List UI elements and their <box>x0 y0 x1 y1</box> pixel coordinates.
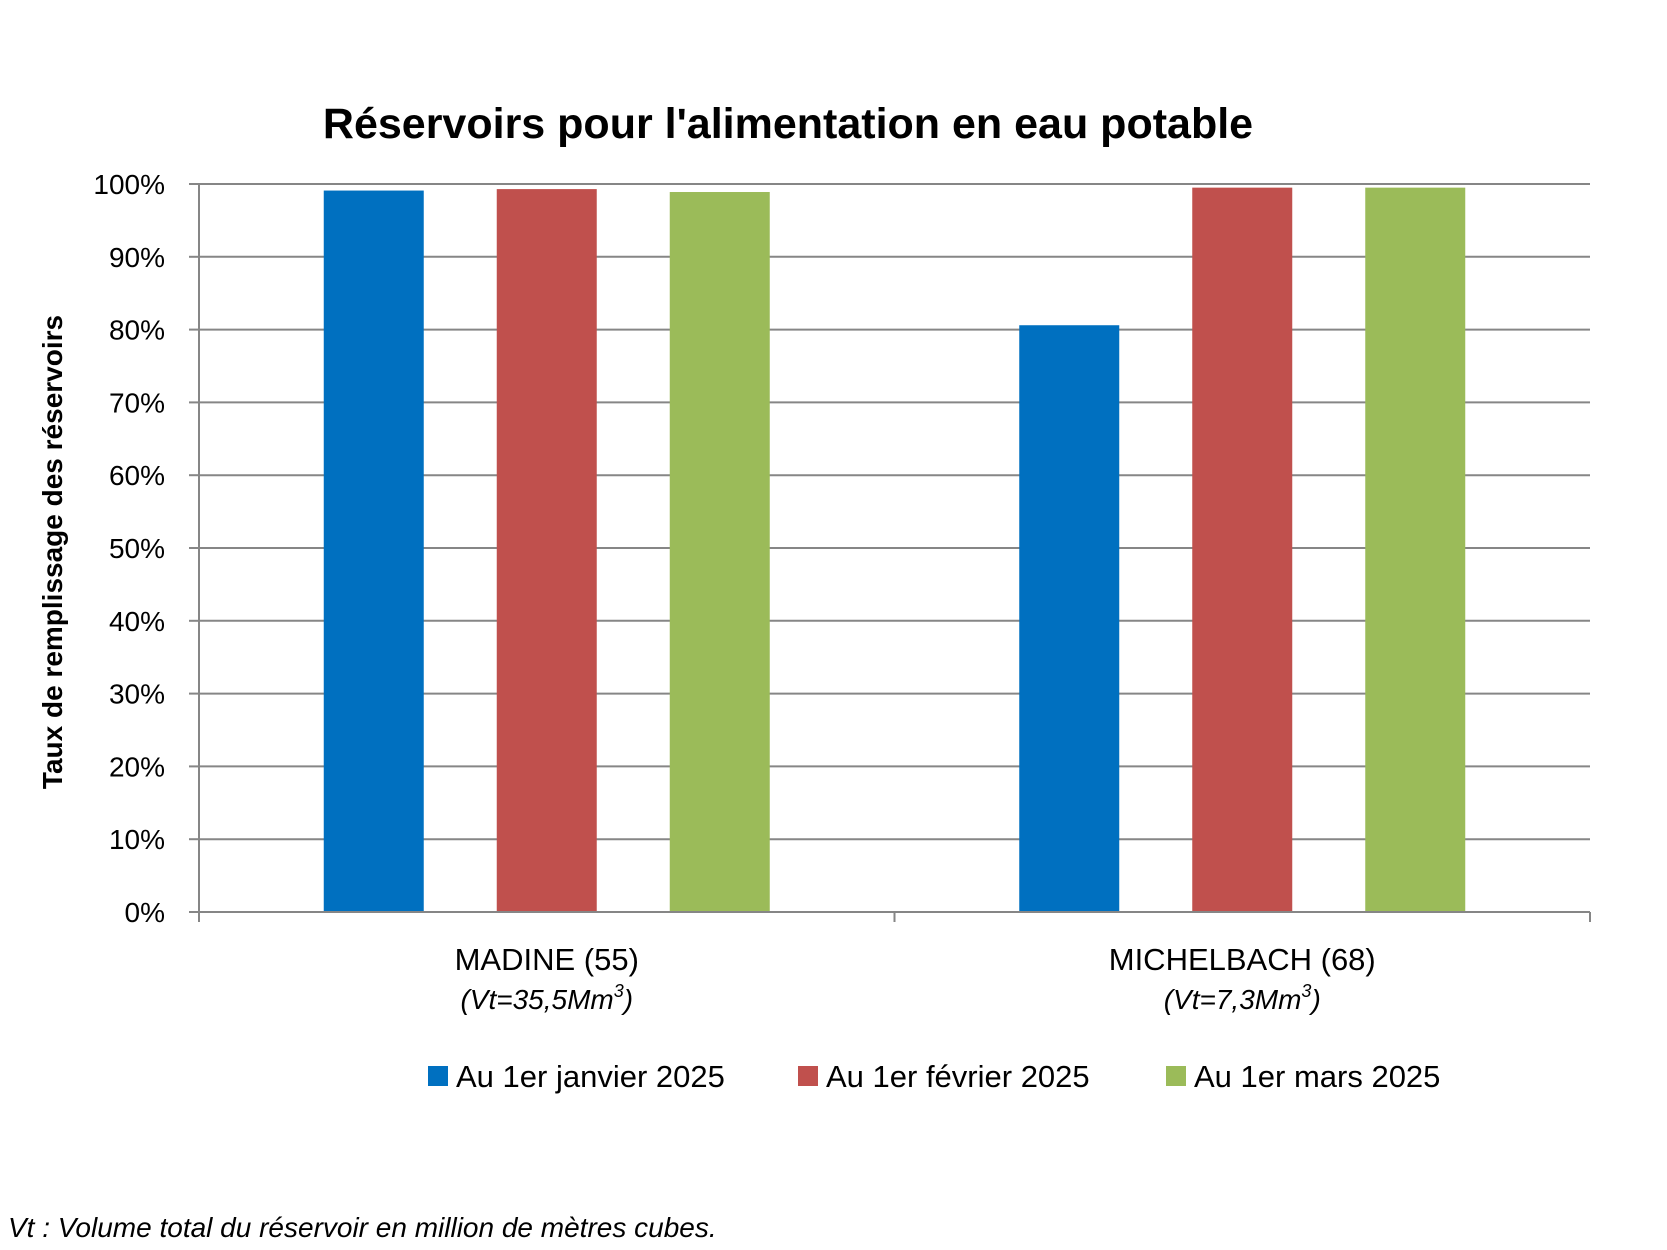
y-tick-label: 100% <box>93 169 165 200</box>
category-sublabel: (Vt=35,5Mm3) <box>460 981 633 1015</box>
axes <box>198 184 1591 922</box>
y-tick-label: 70% <box>109 387 165 418</box>
y-tick-label: 40% <box>109 606 165 637</box>
bar <box>323 190 424 912</box>
category-label: MADINE (55) <box>455 942 639 977</box>
y-tick-label: 60% <box>109 460 165 491</box>
bar <box>1192 187 1293 912</box>
legend-label: Au 1er mars 2025 <box>1194 1059 1440 1094</box>
y-ticks: 0% 10% 20% 30% 40% 50% 60% 70% 80% 90% 100% <box>93 169 199 928</box>
y-tick-label: 80% <box>109 315 165 346</box>
category-label: MICHELBACH (68) <box>1109 942 1376 977</box>
category-sublabel: (Vt=7,3Mm3) <box>1164 981 1321 1015</box>
legend-swatch <box>1166 1066 1186 1086</box>
y-tick-label: 0% <box>125 897 165 928</box>
category-labels: MADINE (55) (Vt=35,5Mm3) MICHELBACH (68) (V… <box>455 942 1376 1015</box>
bar <box>1019 325 1120 912</box>
gridlines <box>199 183 1590 841</box>
legend-label: Au 1er janvier 2025 <box>456 1059 725 1094</box>
legend-swatch <box>428 1066 448 1086</box>
y-tick-label: 10% <box>109 824 165 855</box>
y-tick-label: 30% <box>109 679 165 710</box>
legend-swatch <box>798 1066 818 1086</box>
bar <box>1365 187 1466 912</box>
legend: Au 1er janvier 2025 Au 1er février 2025 Au… <box>428 1059 1440 1094</box>
y-tick-label: 50% <box>109 533 165 564</box>
y-tick-label: 90% <box>109 242 165 273</box>
bar <box>669 192 770 912</box>
bars <box>323 187 1466 912</box>
bar <box>496 189 597 912</box>
y-axis-label: Taux de remplissage des réservoirs <box>37 315 68 789</box>
footnote: Vt : Volume total du réservoir en millio… <box>8 1212 717 1243</box>
chart-title: Réservoirs pour l'alimentation en eau po… <box>323 100 1253 148</box>
legend-label: Au 1er février 2025 <box>826 1059 1090 1094</box>
y-tick-label: 20% <box>109 751 165 782</box>
